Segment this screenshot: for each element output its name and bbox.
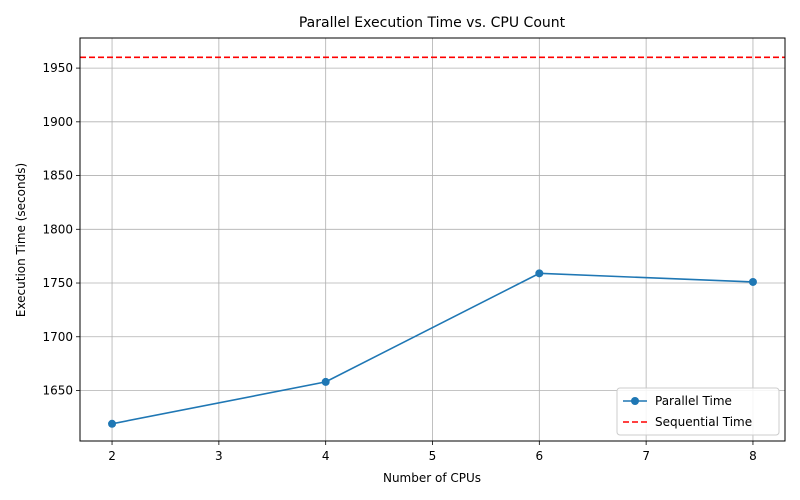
x-tick-label: 2 (108, 449, 116, 463)
legend-parallel-marker (631, 397, 639, 405)
y-tick-label: 1650 (42, 383, 73, 397)
y-tick-label: 1700 (42, 330, 73, 344)
legend: Parallel Time Sequential Time (616, 387, 780, 436)
parallel-time-point (535, 269, 544, 278)
x-tick-label: 5 (429, 449, 437, 463)
x-tick-label: 6 (535, 449, 543, 463)
x-axis-label: Number of CPUs (383, 471, 481, 485)
x-tick-label: 8 (749, 449, 757, 463)
chart-title: Parallel Execution Time vs. CPU Count (299, 15, 566, 31)
parallel-time-point (108, 419, 117, 428)
grid (80, 38, 785, 441)
x-tick-label: 3 (215, 449, 223, 463)
y-tick-label: 1950 (42, 61, 73, 75)
y-tick-label: 1800 (42, 222, 73, 236)
series (108, 269, 757, 428)
x-tick-label: 4 (322, 449, 330, 463)
parallel-time-point (321, 377, 330, 386)
parallel-time-point (748, 277, 757, 286)
parallel-time-line (111, 272, 753, 425)
axis-ticks: 2 3 4 5 6 7 8 1650 1700 1750 1800 1850 1900 1950 (42, 61, 756, 463)
y-tick-label: 1900 (42, 115, 73, 129)
y-tick-label: 1750 (42, 276, 73, 290)
legend-box (616, 387, 780, 436)
y-axis-label: Execution Time (seconds) (14, 163, 28, 317)
y-tick-label: 1850 (42, 169, 73, 183)
legend-sequential-label: Sequential Time (655, 415, 752, 429)
legend-parallel-label: Parallel Time (655, 394, 732, 408)
x-tick-label: 7 (642, 449, 650, 463)
